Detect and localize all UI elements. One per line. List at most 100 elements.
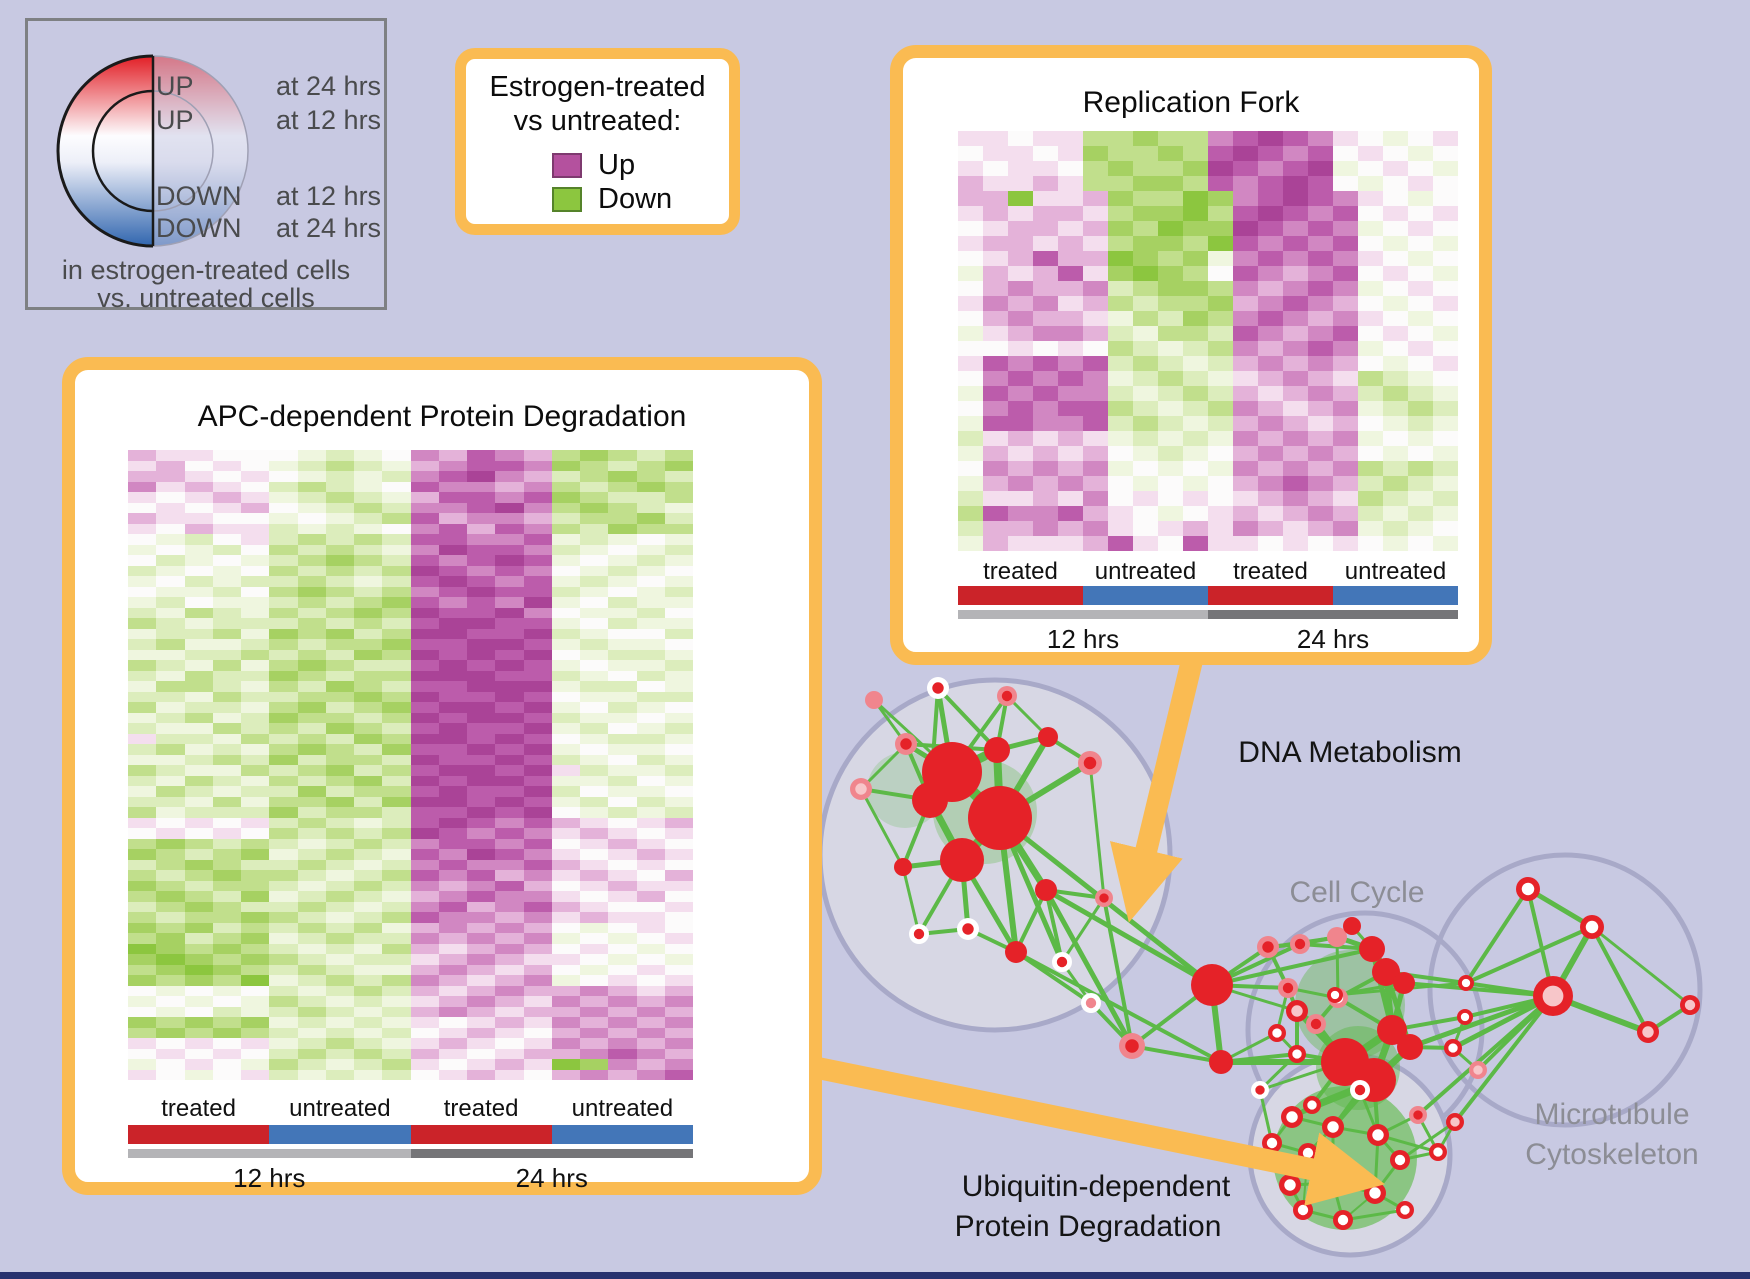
heatmap-cell (1008, 251, 1033, 266)
heatmap-cell (438, 670, 467, 681)
heatmap-cell (1383, 251, 1408, 266)
heatmap-cell (297, 691, 326, 702)
heatmap-cell (1033, 296, 1058, 311)
heatmap-cell (212, 975, 241, 986)
heatmap-cell (354, 618, 383, 629)
heatmap-cell (636, 618, 665, 629)
heatmap-cell (523, 733, 552, 744)
heatmap-cell (156, 1069, 185, 1080)
heatmap-cell (325, 723, 354, 734)
heatmap-cell (269, 1006, 298, 1017)
heatmap-cell (495, 670, 524, 681)
heatmap-cell (1108, 416, 1133, 431)
heatmap-cell (1433, 536, 1458, 551)
heatmap-cell (269, 985, 298, 996)
heatmap-cell (1358, 461, 1383, 476)
heatmap-cell (1008, 461, 1033, 476)
heatmap-cell (495, 502, 524, 513)
heatmap-cell (354, 786, 383, 797)
heatmap-cell (664, 681, 693, 692)
up-label: Up (598, 149, 636, 181)
heatmap-cell (325, 891, 354, 902)
heatmap-cell (297, 954, 326, 965)
rf-24hrs-bar (1208, 610, 1458, 619)
heatmap-cell (1383, 221, 1408, 236)
heatmap-cell (495, 544, 524, 555)
heatmap-cell (523, 975, 552, 986)
heatmap-cell (156, 618, 185, 629)
heatmap-cell (156, 712, 185, 723)
heatmap-cell (156, 534, 185, 545)
heatmap-cell (297, 849, 326, 860)
heatmap-cell (1433, 251, 1458, 266)
heatmap-cell (1333, 176, 1358, 191)
heatmap-cell (1133, 416, 1158, 431)
heatmap-cell (580, 502, 609, 513)
heatmap-cell (1133, 341, 1158, 356)
heatmap-cell (1433, 146, 1458, 161)
heatmap-cell (438, 985, 467, 996)
heatmap-cell (1083, 191, 1108, 206)
network-node-core (1372, 1129, 1384, 1141)
heatmap-cell (438, 975, 467, 986)
heatmap-cell (983, 431, 1008, 446)
heatmap-cell (354, 597, 383, 608)
heatmap-cell (269, 796, 298, 807)
heatmap-cell (1383, 506, 1408, 521)
heatmap-cell (269, 586, 298, 597)
heatmap-cell (664, 754, 693, 765)
heatmap-cell (382, 618, 411, 629)
network-node (1397, 1034, 1423, 1060)
heatmap-cell (1083, 431, 1108, 446)
heatmap-cell (580, 1027, 609, 1038)
heatmap-cell (958, 371, 983, 386)
heatmap-cell (382, 460, 411, 471)
heatmap-cell (523, 964, 552, 975)
heatmap-cell (128, 534, 157, 545)
heatmap-cell (636, 576, 665, 587)
heatmap-cell (983, 476, 1008, 491)
heatmap-cell (410, 628, 439, 639)
heatmap-cell (1158, 446, 1183, 461)
heatmap-cell (1008, 146, 1033, 161)
heatmap-cell (241, 1006, 270, 1017)
heatmap-cell (1383, 431, 1408, 446)
heatmap-cell (410, 576, 439, 587)
heatmap-cell (467, 607, 496, 618)
network-node-core (1394, 1154, 1406, 1166)
ring-left-arc-inner (91, 89, 154, 213)
network-edge (1043, 887, 1215, 988)
heatmap-cell (269, 597, 298, 608)
heatmap-cell (467, 502, 496, 513)
heatmap-cell (269, 954, 298, 965)
heatmap-cell (325, 1027, 354, 1038)
heatmap-cell (241, 807, 270, 818)
heatmap-cell (156, 807, 185, 818)
heatmap-cell (983, 236, 1008, 251)
heatmap-cell (1033, 416, 1058, 431)
heatmap-cell (1433, 461, 1458, 476)
heatmap-cell (269, 828, 298, 839)
heatmap-cell (382, 555, 411, 566)
heatmap-cell (1233, 326, 1258, 341)
network-node (968, 786, 1032, 850)
heatmap-cell (184, 870, 213, 881)
heatmap-cell (1283, 161, 1308, 176)
heatmap-cell (354, 691, 383, 702)
heatmap-cell (128, 523, 157, 534)
heatmap-cell (1283, 131, 1308, 146)
heatmap-cell (1408, 311, 1433, 326)
heatmap-cell (1008, 476, 1033, 491)
heatmap-cell (523, 1048, 552, 1059)
heatmap-cell (495, 912, 524, 923)
heatmap-cell (156, 922, 185, 933)
heatmap-cell (636, 786, 665, 797)
heatmap-cell (1408, 461, 1433, 476)
heatmap-cell (128, 1017, 157, 1028)
up-color-swatch (552, 153, 582, 178)
heatmap-cell (1433, 131, 1458, 146)
heatmap-cell (212, 691, 241, 702)
heatmap-cell (354, 1069, 383, 1080)
heatmap-cell (410, 1006, 439, 1017)
heatmap-cell (1283, 236, 1308, 251)
